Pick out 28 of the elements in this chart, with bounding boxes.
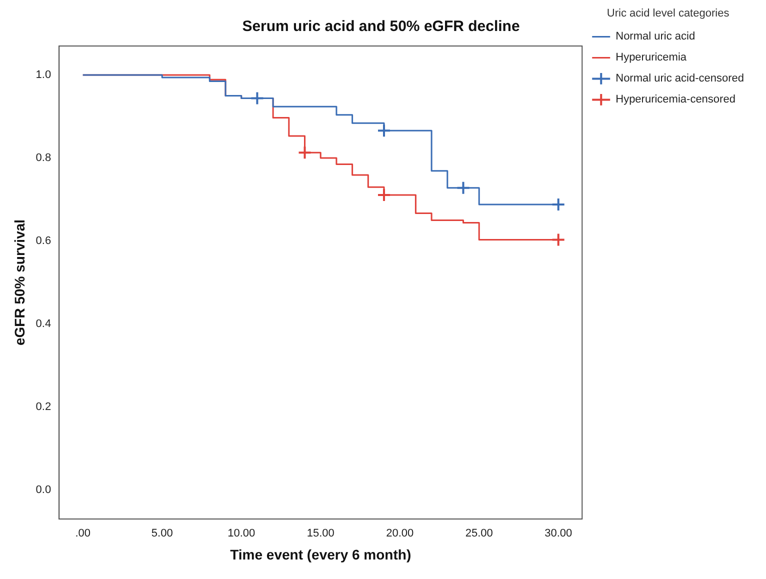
y-axis-title: eGFR 50% survival <box>11 219 28 346</box>
y-tick-label: 0.6 <box>36 235 52 248</box>
x-tick-label: .00 <box>75 528 91 540</box>
y-tick-label: 0.2 <box>36 401 52 414</box>
point <box>377 188 392 202</box>
y-tick-label: 1.0 <box>36 69 52 82</box>
point <box>298 146 312 160</box>
legend-label: Normal uric acid <box>616 30 696 43</box>
y-tick-label: 0.0 <box>36 484 52 496</box>
point <box>456 180 470 195</box>
x-tick-label: 30.00 <box>544 528 572 540</box>
point <box>250 91 264 106</box>
y-tick-label: 0.8 <box>36 152 52 164</box>
legend-label: Hyperuricemia <box>616 52 688 64</box>
point <box>551 197 566 212</box>
chart-title: Serum uric acid and 50% eGFR decline <box>242 18 520 36</box>
legend-title: Uric acid level categories <box>606 8 730 20</box>
x-tick-label: 10.00 <box>228 528 256 540</box>
x-tick-label: 25.00 <box>465 528 493 540</box>
y-tick-label: 0.4 <box>36 318 52 330</box>
x-tick-label: 15.00 <box>306 528 334 540</box>
legend-label: Normal uric acid-censored <box>616 72 744 85</box>
x-axis-title: Time event (every 6 month) <box>230 546 412 562</box>
x-tick-label: 5.00 <box>151 528 173 540</box>
x-tick-label: 20.00 <box>386 528 414 540</box>
point <box>377 124 392 138</box>
point <box>551 232 566 247</box>
legend-label: Hyperuricemia-censored <box>616 94 736 106</box>
